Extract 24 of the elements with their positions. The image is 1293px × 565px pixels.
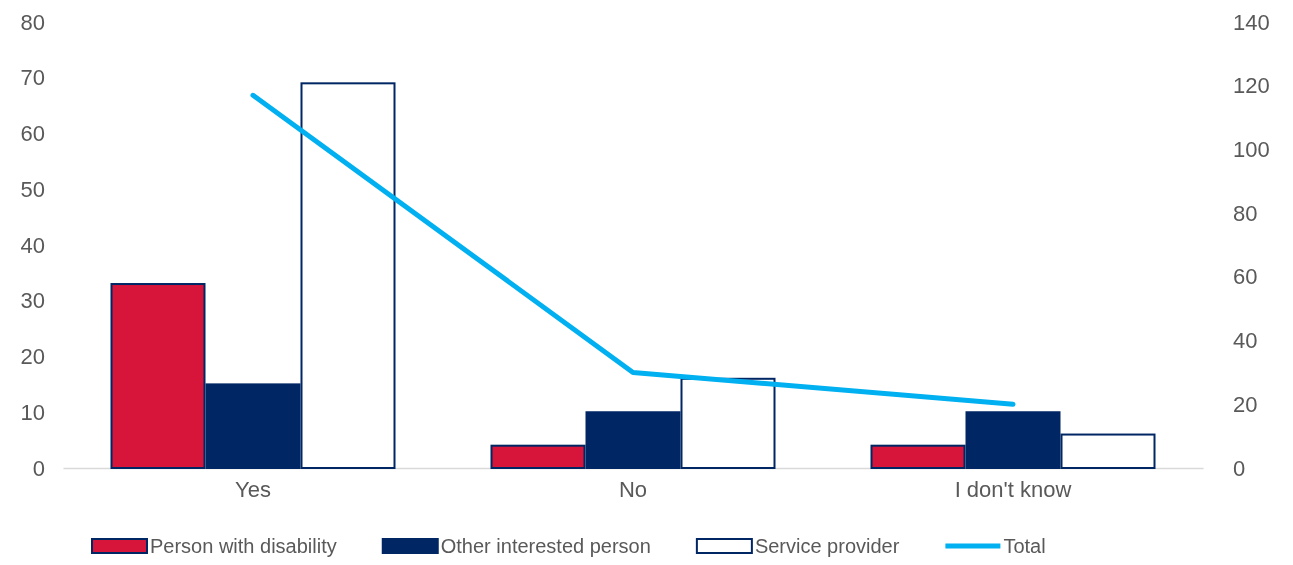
y2-tick-label: 0	[1233, 455, 1246, 481]
legend-label: Total	[1003, 535, 1046, 557]
x-tick-label: Yes	[235, 477, 271, 503]
y2-tick-label: 140	[1233, 9, 1270, 35]
y2-tick-label: 40	[1233, 328, 1258, 354]
y2-tick-label: 60	[1233, 264, 1258, 290]
y-tick-label: 50	[20, 176, 45, 202]
y-tick-label: 70	[20, 65, 45, 91]
y-tick-label: 10	[20, 399, 45, 425]
y-tick-label: 0	[32, 455, 45, 481]
y2-tick-label: 80	[1233, 200, 1258, 226]
y2-tick-label: 100	[1233, 136, 1270, 162]
y-tick-label: 30	[20, 288, 45, 314]
y-tick-label: 40	[20, 232, 45, 258]
legend-label: Other interested person	[440, 535, 651, 557]
y-tick-label: 20	[20, 344, 45, 370]
y2-tick-label: 20	[1233, 391, 1258, 417]
y2-tick-label: 120	[1233, 73, 1270, 99]
y-tick-label: 60	[20, 121, 45, 147]
x-tick-label: No	[618, 477, 648, 503]
y-tick-label: 80	[20, 9, 45, 35]
legend-label: Person with disability	[150, 535, 337, 557]
x-tick-label: I don't know	[954, 477, 1072, 503]
legend-label: Service provider	[754, 535, 900, 557]
